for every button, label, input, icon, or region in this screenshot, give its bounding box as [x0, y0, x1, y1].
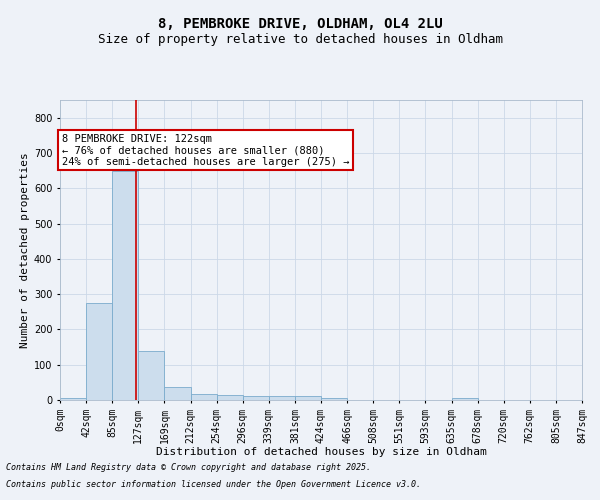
Bar: [86, 303, 112, 400]
Bar: [139, 350, 164, 400]
Bar: [269, 396, 295, 400]
Bar: [321, 398, 347, 400]
Bar: [295, 396, 321, 400]
Y-axis label: Number of detached properties: Number of detached properties: [20, 152, 29, 348]
Text: 8, PEMBROKE DRIVE, OLDHAM, OL4 2LU: 8, PEMBROKE DRIVE, OLDHAM, OL4 2LU: [158, 18, 442, 32]
Text: Contains public sector information licensed under the Open Government Licence v3: Contains public sector information licen…: [6, 480, 421, 489]
Text: 8 PEMBROKE DRIVE: 122sqm
← 76% of detached houses are smaller (880)
24% of semi-: 8 PEMBROKE DRIVE: 122sqm ← 76% of detach…: [62, 134, 349, 166]
Text: Size of property relative to detached houses in Oldham: Size of property relative to detached ho…: [97, 32, 503, 46]
X-axis label: Distribution of detached houses by size in Oldham: Distribution of detached houses by size …: [155, 447, 487, 457]
Bar: [60, 398, 86, 400]
Bar: [452, 398, 478, 400]
Text: Contains HM Land Registry data © Crown copyright and database right 2025.: Contains HM Land Registry data © Crown c…: [6, 464, 371, 472]
Bar: [164, 386, 191, 400]
Bar: [112, 172, 139, 400]
Bar: [243, 396, 269, 400]
Bar: [191, 394, 217, 400]
Bar: [217, 396, 242, 400]
